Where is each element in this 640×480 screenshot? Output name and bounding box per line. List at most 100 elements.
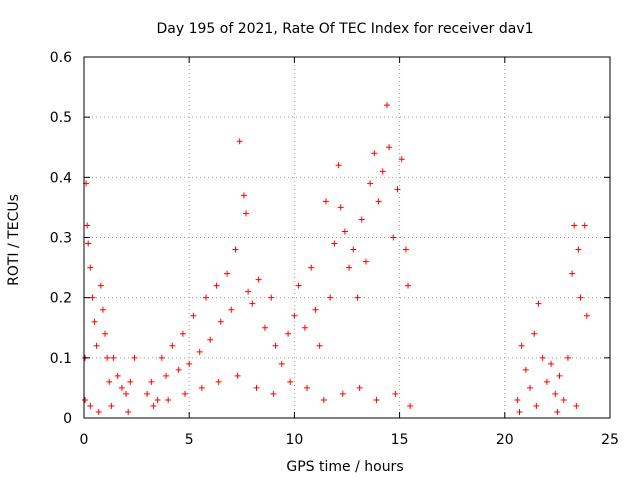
data-point <box>564 354 571 361</box>
y-axis-label: ROTI / TECUs <box>6 194 22 286</box>
data-point <box>571 222 578 229</box>
data-point <box>95 408 102 415</box>
data-point <box>331 240 338 247</box>
data-point <box>516 408 523 415</box>
data-point <box>341 228 348 235</box>
chart-title: Day 195 of 2021, Rate Of TEC Index for r… <box>156 21 533 37</box>
data-point <box>85 240 92 247</box>
data-point <box>217 318 224 325</box>
y-tick-label: 0.2 <box>50 291 72 307</box>
data-point <box>207 336 214 343</box>
data-point <box>379 168 386 175</box>
data-point <box>535 300 542 307</box>
data-point <box>108 402 115 409</box>
y-tick-label: 0 <box>63 411 72 427</box>
data-point <box>371 150 378 157</box>
data-point <box>304 384 311 391</box>
data-point <box>106 378 113 385</box>
data-point <box>375 198 382 205</box>
data-point <box>322 198 329 205</box>
data-point <box>131 354 138 361</box>
data-point <box>312 306 319 313</box>
data-point <box>518 342 525 349</box>
data-point <box>261 324 268 331</box>
data-point <box>118 384 125 391</box>
data-point <box>224 270 231 277</box>
data-point <box>91 318 98 325</box>
data-point <box>175 366 182 373</box>
data-point <box>278 360 285 367</box>
x-tick-label: 20 <box>496 432 514 448</box>
y-tick-label: 0.4 <box>50 170 72 186</box>
x-tick-label: 15 <box>391 432 409 448</box>
data-point <box>150 402 157 409</box>
data-point <box>158 354 165 361</box>
data-point <box>181 390 188 397</box>
data-point <box>583 312 590 319</box>
data-point <box>308 264 315 271</box>
data-points <box>82 102 590 415</box>
data-point <box>99 306 106 313</box>
data-point <box>346 264 353 271</box>
data-point <box>196 348 203 355</box>
data-point <box>87 264 94 271</box>
x-tick-label: 5 <box>185 432 194 448</box>
data-point <box>215 378 222 385</box>
data-point <box>236 138 243 145</box>
data-point <box>402 246 409 253</box>
data-point <box>539 354 546 361</box>
data-point <box>102 330 109 337</box>
data-point <box>573 402 580 409</box>
data-point <box>287 378 294 385</box>
data-point <box>569 270 576 277</box>
data-point <box>154 396 161 403</box>
plot-frame <box>83 56 611 419</box>
data-point <box>531 330 538 337</box>
data-point <box>337 204 344 211</box>
data-point <box>272 342 279 349</box>
grid-lines <box>84 57 610 418</box>
data-point <box>163 372 170 379</box>
data-point <box>548 360 555 367</box>
data-point <box>268 294 275 301</box>
data-point <box>373 396 380 403</box>
data-point <box>127 378 134 385</box>
data-point <box>390 234 397 241</box>
data-point <box>93 342 100 349</box>
data-point <box>405 282 412 289</box>
data-point <box>398 156 405 163</box>
data-point <box>577 294 584 301</box>
data-point <box>533 402 540 409</box>
x-tick-label: 25 <box>601 432 619 448</box>
data-point <box>339 390 346 397</box>
data-point <box>110 354 117 361</box>
data-point <box>148 378 155 385</box>
data-point <box>97 282 104 289</box>
data-point <box>543 378 550 385</box>
data-point <box>165 396 172 403</box>
data-point <box>82 396 89 403</box>
data-point <box>232 246 239 253</box>
x-tick-label: 10 <box>285 432 303 448</box>
data-point <box>354 294 361 301</box>
data-point <box>581 222 588 229</box>
data-point <box>556 372 563 379</box>
data-point <box>527 384 534 391</box>
data-point <box>356 384 363 391</box>
data-point <box>255 276 262 283</box>
data-point <box>144 390 151 397</box>
data-point <box>270 390 277 397</box>
data-point <box>213 282 220 289</box>
data-point <box>169 342 176 349</box>
data-point <box>327 294 334 301</box>
data-point <box>249 300 256 307</box>
data-point <box>316 342 323 349</box>
data-point <box>367 180 374 187</box>
data-point <box>386 144 393 151</box>
data-point <box>285 330 292 337</box>
data-point <box>198 384 205 391</box>
y-tick-label: 0.1 <box>50 351 72 367</box>
data-point <box>291 312 298 319</box>
x-tick-label: 0 <box>80 432 89 448</box>
data-point <box>228 306 235 313</box>
